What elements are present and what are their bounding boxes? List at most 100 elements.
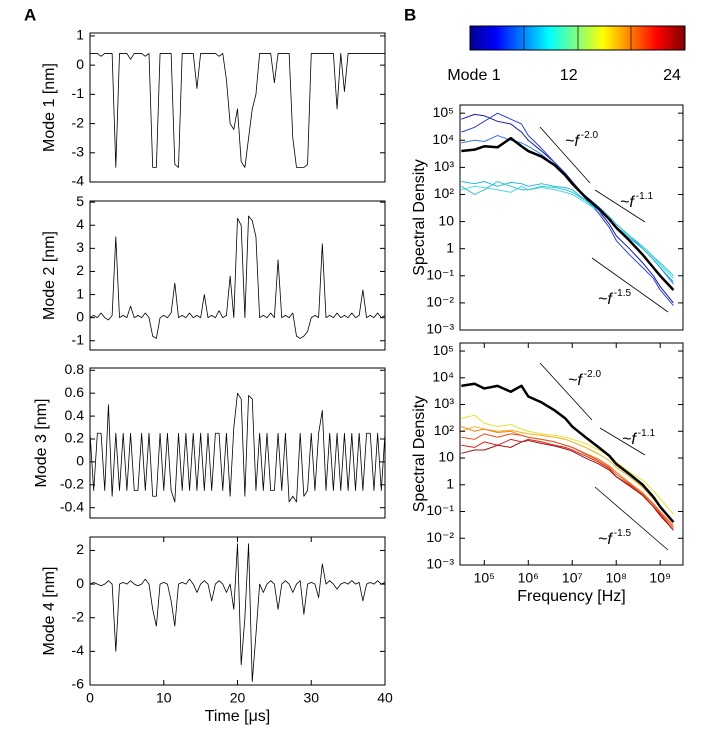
slope-guide [539, 126, 591, 184]
plot-lines [461, 382, 675, 531]
y-tick-label: 10⁴ [432, 368, 454, 384]
x-tick-label: 10⁸ [605, 570, 627, 586]
slope-guide [599, 427, 646, 456]
slope-guide [591, 257, 669, 313]
x-tick-label: 40 [377, 690, 393, 706]
slope-base: ~f [568, 372, 583, 389]
y-axis-label: Mode 4 [nm] [41, 567, 58, 656]
data-line [461, 426, 674, 523]
y-tick-label: 2 [76, 262, 84, 278]
x-tick-label: 10⁵ [474, 570, 495, 586]
x-axis-label: Time [μs] [205, 708, 271, 725]
y-axis-label: Spectral Density [411, 396, 428, 513]
slope-base: ~f [598, 531, 613, 548]
slope-exponent: -1.1 [638, 428, 656, 439]
slope-exponent: -1.5 [614, 528, 632, 539]
data-line [461, 382, 675, 523]
plot-frame [89, 367, 386, 519]
plot-frame [89, 32, 386, 183]
data-line [90, 53, 385, 168]
slope-exponent: -1.5 [614, 288, 632, 299]
slope-annotation: ~f -1.1 [622, 428, 655, 449]
y-axis-label: Mode 3 [nm] [33, 399, 50, 488]
y-tick-label: 0.4 [65, 407, 85, 423]
plot-frame [89, 536, 386, 686]
x-tick-label: 30 [303, 690, 319, 706]
data-line [461, 113, 674, 304]
y-tick-label: 0 [76, 453, 84, 469]
slope-guide [594, 189, 646, 223]
plot-lines [89, 543, 386, 683]
plot-frame [89, 200, 386, 351]
data-line [89, 543, 386, 683]
y-tick-label: 1 [76, 27, 84, 43]
colorbar [469, 25, 686, 51]
y-tick-label: -4 [72, 642, 85, 658]
data-line [461, 136, 675, 291]
y-tick-label: 3 [76, 239, 84, 255]
data-line [461, 433, 674, 528]
y-axis-label: Spectral Density [411, 159, 428, 276]
data-line [461, 181, 674, 277]
y-tick-label: -2 [72, 608, 85, 624]
y-tick-label: -6 [72, 676, 85, 692]
slope-annotation: ~f -2.0 [568, 369, 601, 390]
y-tick-label: 0 [76, 56, 84, 72]
panel-label: B [404, 5, 416, 24]
y-tick-label: -1 [72, 331, 85, 347]
y-tick-label: 10⁻² [426, 529, 454, 545]
x-tick-label: 20 [230, 690, 246, 706]
y-tick-label: 10² [434, 422, 455, 438]
slope-guide [539, 362, 593, 421]
plot-lines [89, 392, 386, 503]
y-tick-label: 10⁻³ [426, 321, 454, 337]
slope-base: ~f [565, 133, 580, 150]
x-tick-label: 10⁷ [562, 570, 583, 586]
y-tick-label: 10⁻¹ [426, 266, 454, 282]
y-tick-label: 10⁻² [426, 294, 454, 310]
data-line [461, 440, 674, 531]
plot-lines [90, 53, 385, 168]
y-tick-label: -3 [72, 143, 85, 159]
slope-annotation: ~f -1.5 [598, 288, 631, 309]
slope-guide [594, 486, 669, 551]
y-tick-label: 0.8 [65, 361, 85, 377]
plot-lines [89, 215, 386, 339]
y-tick-label: -4 [72, 173, 85, 189]
data-line [89, 215, 386, 339]
plot-frame [459, 342, 684, 566]
y-tick-label: 10² [434, 185, 455, 201]
slope-base: ~f [622, 431, 637, 448]
y-tick-label: 4 [76, 216, 84, 232]
y-tick-label: 0.2 [65, 430, 85, 446]
y-tick-label: 10 [438, 449, 454, 465]
data-line [89, 392, 386, 503]
slope-exponent: -2.0 [584, 369, 602, 380]
data-line [461, 181, 674, 283]
y-tick-label: 0 [76, 575, 84, 591]
y-axis-label: Mode 1 [nm] [41, 63, 58, 152]
colorbar-tick-label: 24 [663, 67, 681, 84]
x-tick-label: 10⁹ [649, 570, 671, 586]
x-tick-label: 10⁶ [518, 570, 539, 586]
y-tick-label: 1 [76, 285, 84, 301]
colorbar-tick-label: 12 [560, 67, 578, 84]
y-tick-label: 1 [446, 239, 454, 255]
x-tick-label: 10 [156, 690, 172, 706]
colorbar-tick-label: Mode 1 [447, 67, 500, 84]
plot-frame [459, 104, 684, 331]
y-tick-label: 10⁴ [432, 131, 454, 147]
y-tick-label: 5 [76, 193, 84, 209]
y-tick-label: 10³ [434, 395, 455, 411]
data-line [461, 426, 674, 526]
y-tick-label: 10⁵ [433, 104, 454, 120]
slope-exponent: -1.1 [636, 191, 654, 202]
y-tick-label: -1 [72, 85, 85, 101]
y-tick-label: 1 [446, 475, 454, 491]
slope-base: ~f [598, 291, 613, 308]
plot-lines [461, 112, 675, 306]
y-tick-label: -0.2 [60, 475, 84, 491]
y-tick-label: 10⁻¹ [426, 502, 454, 518]
panel-label: A [24, 5, 36, 24]
